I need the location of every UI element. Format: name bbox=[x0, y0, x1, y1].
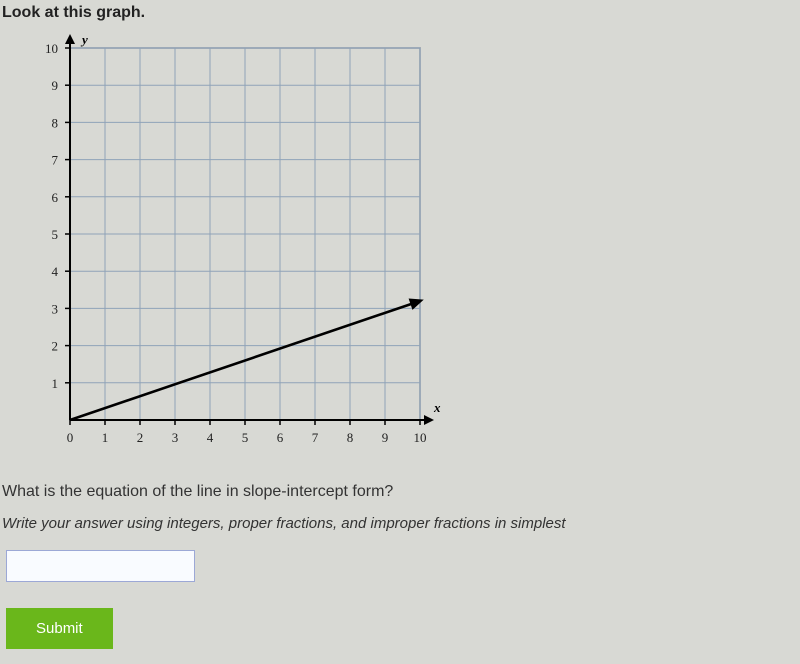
chart-svg: 0 1 2 3 4 5 6 7 8 9 10 1 2 3 4 5 6 7 8 9 10 y x bbox=[20, 30, 450, 460]
graph-chart: 0 1 2 3 4 5 6 7 8 9 10 1 2 3 4 5 6 7 8 9 10 y x bbox=[20, 30, 800, 465]
submit-button[interactable]: Submit bbox=[6, 608, 113, 649]
svg-text:8: 8 bbox=[52, 115, 59, 130]
svg-text:5: 5 bbox=[242, 430, 249, 445]
svg-text:10: 10 bbox=[414, 430, 427, 445]
svg-text:5: 5 bbox=[52, 227, 59, 242]
question-text: What is the equation of the line in slop… bbox=[2, 483, 800, 501]
svg-text:3: 3 bbox=[52, 301, 59, 316]
svg-text:x: x bbox=[433, 400, 441, 415]
svg-text:7: 7 bbox=[52, 153, 59, 168]
svg-text:4: 4 bbox=[52, 264, 59, 279]
svg-text:2: 2 bbox=[137, 430, 144, 445]
svg-text:7: 7 bbox=[312, 430, 319, 445]
svg-text:9: 9 bbox=[382, 430, 389, 445]
prompt-text: Look at this graph. bbox=[2, 4, 800, 22]
svg-text:10: 10 bbox=[45, 41, 58, 56]
answer-input[interactable] bbox=[6, 550, 195, 582]
svg-text:2: 2 bbox=[52, 339, 59, 354]
svg-text:y: y bbox=[80, 32, 88, 47]
svg-text:1: 1 bbox=[52, 376, 59, 391]
svg-text:4: 4 bbox=[207, 430, 214, 445]
instruction-text: Write your answer using integers, proper… bbox=[2, 515, 800, 532]
svg-text:1: 1 bbox=[102, 430, 109, 445]
svg-text:8: 8 bbox=[347, 430, 354, 445]
svg-text:9: 9 bbox=[52, 78, 59, 93]
svg-text:3: 3 bbox=[172, 430, 179, 445]
svg-text:6: 6 bbox=[52, 190, 59, 205]
svg-text:0: 0 bbox=[67, 430, 74, 445]
svg-text:6: 6 bbox=[277, 430, 284, 445]
